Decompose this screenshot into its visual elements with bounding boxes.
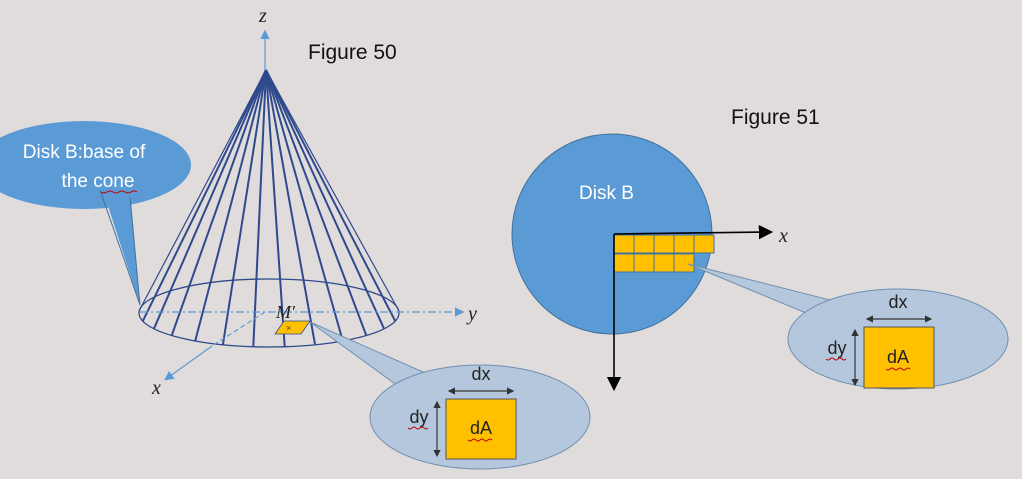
cone-generator-line [265, 69, 344, 342]
dA-label-fig50: dA [470, 418, 492, 438]
cone-generator-line [152, 69, 267, 330]
x-axis-arrow-fig51 [613, 224, 774, 240]
cone-generator-line [141, 69, 267, 322]
cone-generator-lines [138, 69, 400, 347]
point-marker: × [286, 323, 291, 333]
grid-area-square [633, 253, 655, 273]
cone-generator-line [221, 69, 267, 345]
cone-generator-line [265, 69, 386, 330]
grid-area-square [673, 234, 695, 254]
spell-underline [467, 438, 493, 442]
cone-outline-line [138, 69, 267, 312]
cone-generator-line [170, 69, 267, 336]
grid-area-square [693, 234, 715, 254]
x-axis-label-fig51: x [778, 225, 788, 247]
cone-generator-line [252, 69, 267, 347]
dx-label-fig51: dx [888, 292, 907, 312]
dA-label-fig51: dA [887, 347, 909, 367]
cone-base-ellipse [138, 278, 400, 348]
grid-area-square [633, 234, 655, 254]
dy-label-fig50: dy [409, 407, 428, 427]
spell-underline [407, 426, 429, 430]
callout-tail [100, 181, 140, 305]
cone-generator-line [265, 69, 317, 345]
dx-label-fig50: dx [471, 364, 490, 384]
y-axis-label: y [466, 303, 477, 325]
spell-underline [100, 190, 138, 194]
cone-generator-line [194, 69, 267, 342]
figure51-title: Figure 51 [731, 106, 820, 129]
callout-tail-outline [99, 189, 141, 306]
z-axis-label: z [258, 5, 267, 27]
grid-area-square [613, 234, 635, 254]
grid-area-square [673, 253, 695, 273]
grid-area-square [653, 234, 675, 254]
cone-generator-line [265, 69, 368, 336]
figure50-title: Figure 50 [308, 41, 397, 64]
disk-b-label: Disk B [579, 183, 634, 204]
spell-underline [825, 357, 847, 361]
x-axis-label: x [151, 377, 161, 399]
area-element-dA [274, 320, 311, 335]
callout-text-line2: the cone [62, 171, 135, 192]
spell-underline [885, 367, 911, 371]
point-label-m-prime: M′ [275, 302, 296, 322]
zoom-dA-square-fig50 [445, 398, 517, 460]
dy-label-fig51: dy [827, 338, 846, 358]
grid-area-square [613, 253, 635, 273]
disk-b-circle [511, 133, 713, 335]
cone-outline-line [265, 69, 400, 312]
callout-text-line1: Disk B:base of [23, 142, 146, 163]
callout-bubble-disk-b [0, 121, 191, 209]
area-element-grid [613, 234, 715, 273]
zoom-dA-square-fig51 [863, 326, 935, 389]
grid-area-square [653, 253, 675, 273]
cone-generator-line [265, 69, 397, 322]
cone-generator-line [265, 69, 286, 347]
x-axis-arrow [164, 345, 213, 381]
x-axis-dashed [211, 311, 266, 347]
